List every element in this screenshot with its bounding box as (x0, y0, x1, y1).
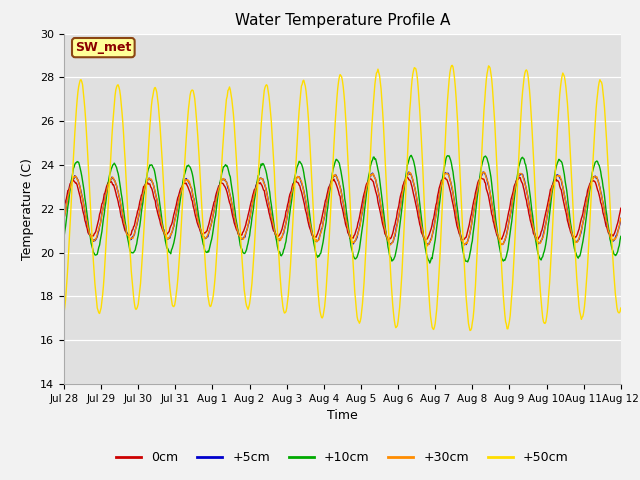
X-axis label: Time: Time (327, 409, 358, 422)
Text: SW_met: SW_met (75, 41, 131, 54)
Title: Water Temperature Profile A: Water Temperature Profile A (235, 13, 450, 28)
Y-axis label: Temperature (C): Temperature (C) (22, 158, 35, 260)
Legend: 0cm, +5cm, +10cm, +30cm, +50cm: 0cm, +5cm, +10cm, +30cm, +50cm (111, 446, 573, 469)
